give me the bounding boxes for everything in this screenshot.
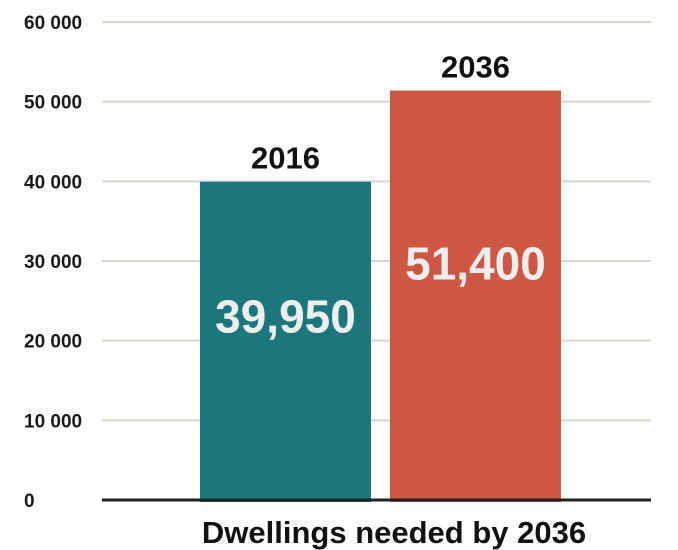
y-tick-label: 0 — [24, 491, 35, 512]
y-tick-label: 50 000 — [24, 93, 82, 114]
gridlines — [102, 21, 651, 422]
y-tick-label: 40 000 — [24, 172, 82, 193]
x-axis-label: Dwellings needed by 2036 — [202, 515, 586, 550]
bar-2016 — [200, 181, 371, 502]
category-label: 2036 — [441, 50, 510, 85]
y-axis-tick-labels: 0 10 000 20 000 30 000 40 000 50 000 60 000 — [24, 13, 82, 512]
value-label: 39,950 — [215, 290, 356, 342]
y-tick-label: 60 000 — [24, 13, 82, 34]
value-label: 51,400 — [405, 237, 546, 289]
y-tick-label: 10 000 — [24, 411, 82, 432]
y-tick-label: 30 000 — [24, 252, 82, 273]
data-labels: 2016 39,950 2036 51,400 — [215, 50, 546, 343]
bars — [200, 90, 561, 502]
bar-2036 — [390, 90, 561, 502]
category-label: 2016 — [251, 141, 320, 176]
y-tick-label: 20 000 — [24, 332, 82, 353]
